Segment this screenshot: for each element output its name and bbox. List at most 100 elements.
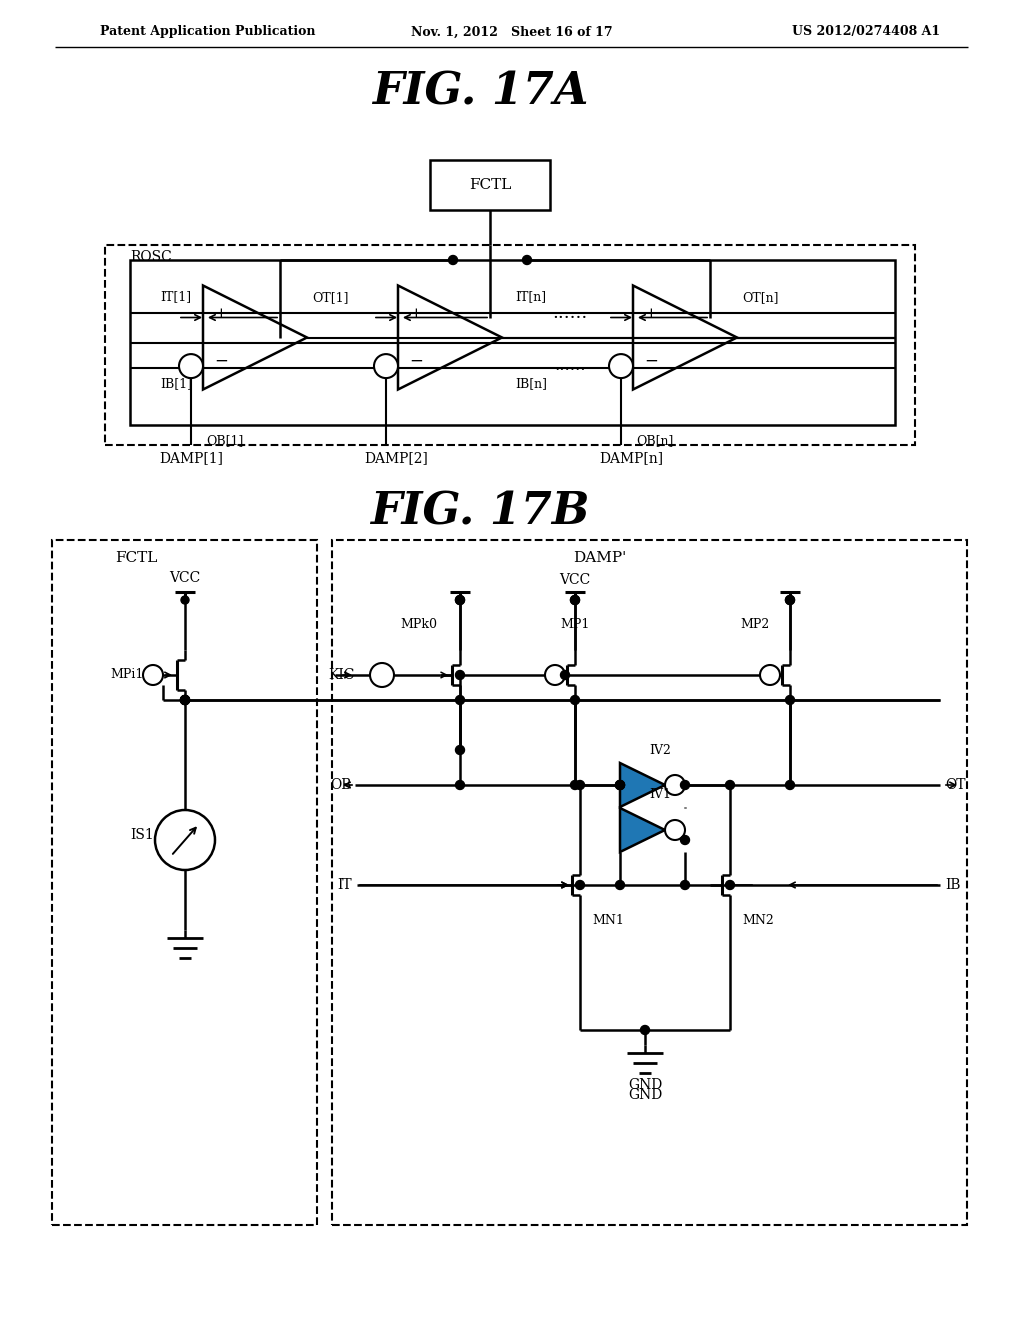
Circle shape — [725, 780, 734, 789]
Circle shape — [725, 880, 734, 890]
Text: IT: IT — [337, 878, 352, 892]
Bar — [332, 540, 967, 1225]
Text: DAMP[2]: DAMP[2] — [365, 451, 428, 465]
Text: KIC: KIC — [329, 668, 355, 682]
Circle shape — [665, 820, 685, 840]
Circle shape — [575, 880, 585, 890]
Text: IV2: IV2 — [649, 743, 671, 756]
Circle shape — [785, 780, 795, 789]
Text: OB[n]: OB[n] — [636, 434, 674, 447]
Bar — [130, 260, 895, 425]
Circle shape — [615, 780, 625, 789]
Circle shape — [143, 665, 163, 685]
Text: −: − — [409, 352, 423, 370]
Text: IT[n]: IT[n] — [515, 290, 546, 304]
Circle shape — [785, 595, 795, 605]
Circle shape — [570, 595, 580, 605]
Text: GND: GND — [628, 1088, 663, 1102]
Text: MN1: MN1 — [592, 913, 624, 927]
Text: ......: ...... — [552, 304, 588, 322]
Circle shape — [456, 780, 465, 789]
Text: IV1: IV1 — [649, 788, 671, 801]
Text: OB: OB — [331, 777, 352, 792]
Text: OT: OT — [945, 777, 966, 792]
Text: ROSC: ROSC — [130, 249, 172, 264]
Circle shape — [449, 256, 458, 264]
Circle shape — [456, 671, 465, 680]
Circle shape — [456, 597, 464, 605]
Circle shape — [615, 780, 625, 789]
Circle shape — [456, 595, 465, 605]
Circle shape — [179, 354, 203, 378]
Circle shape — [560, 671, 569, 680]
Circle shape — [609, 354, 633, 378]
Text: US 2012/0274408 A1: US 2012/0274408 A1 — [792, 25, 940, 38]
Text: MP1: MP1 — [560, 619, 590, 631]
Circle shape — [640, 1026, 649, 1035]
Text: DAMP': DAMP' — [573, 550, 627, 565]
Text: −: − — [214, 352, 228, 370]
Text: FCTL: FCTL — [115, 550, 158, 565]
Polygon shape — [620, 808, 665, 851]
Text: GND: GND — [628, 1078, 663, 1092]
Text: +: + — [215, 308, 227, 321]
Circle shape — [180, 696, 189, 705]
Text: OT[1]: OT[1] — [312, 290, 348, 304]
Text: MP2: MP2 — [740, 619, 770, 631]
Circle shape — [570, 780, 580, 789]
Circle shape — [760, 665, 780, 685]
Text: OT[n]: OT[n] — [742, 290, 778, 304]
Text: FIG. 17A: FIG. 17A — [372, 70, 588, 114]
Text: VCC: VCC — [169, 572, 201, 585]
Bar — [52, 540, 317, 1225]
Text: −: − — [644, 352, 658, 370]
Polygon shape — [620, 763, 665, 807]
Text: IB[1]: IB[1] — [160, 378, 193, 389]
Text: FIG. 17B: FIG. 17B — [371, 491, 590, 533]
Text: MN2: MN2 — [742, 913, 774, 927]
Bar — [430, 160, 550, 210]
Circle shape — [681, 880, 689, 890]
Circle shape — [374, 354, 398, 378]
Text: VCC: VCC — [559, 573, 591, 587]
Circle shape — [180, 696, 189, 705]
Circle shape — [785, 595, 795, 605]
Circle shape — [665, 775, 685, 795]
Circle shape — [570, 696, 580, 705]
Text: IT[1]: IT[1] — [160, 290, 191, 304]
Text: IS1: IS1 — [130, 828, 154, 842]
Circle shape — [370, 663, 394, 686]
Text: MPk0: MPk0 — [400, 619, 437, 631]
Circle shape — [456, 746, 465, 755]
Circle shape — [545, 665, 565, 685]
Text: DAMP[n]: DAMP[n] — [599, 451, 664, 465]
Circle shape — [180, 696, 189, 705]
Text: DAMP[1]: DAMP[1] — [159, 451, 223, 465]
Text: Nov. 1, 2012   Sheet 16 of 17: Nov. 1, 2012 Sheet 16 of 17 — [412, 25, 612, 38]
Circle shape — [155, 810, 215, 870]
Circle shape — [456, 595, 465, 605]
Circle shape — [570, 595, 580, 605]
Circle shape — [615, 880, 625, 890]
Text: Patent Application Publication: Patent Application Publication — [100, 25, 315, 38]
Bar — [105, 246, 915, 445]
Text: MPi1: MPi1 — [110, 668, 143, 681]
Circle shape — [681, 836, 689, 845]
Circle shape — [571, 597, 579, 605]
Circle shape — [785, 696, 795, 705]
Text: IB[n]: IB[n] — [515, 378, 547, 389]
Text: OB[1]: OB[1] — [206, 434, 244, 447]
Circle shape — [786, 597, 794, 605]
Circle shape — [180, 696, 189, 705]
Text: IB: IB — [945, 878, 961, 892]
Text: FCTL: FCTL — [469, 178, 511, 191]
Circle shape — [615, 780, 625, 789]
Circle shape — [181, 597, 189, 605]
Circle shape — [456, 696, 465, 705]
Text: ......: ...... — [554, 356, 586, 374]
Circle shape — [575, 780, 585, 789]
Circle shape — [180, 696, 189, 705]
Circle shape — [681, 780, 689, 789]
Text: +: + — [645, 308, 657, 321]
Text: +: + — [410, 308, 422, 321]
